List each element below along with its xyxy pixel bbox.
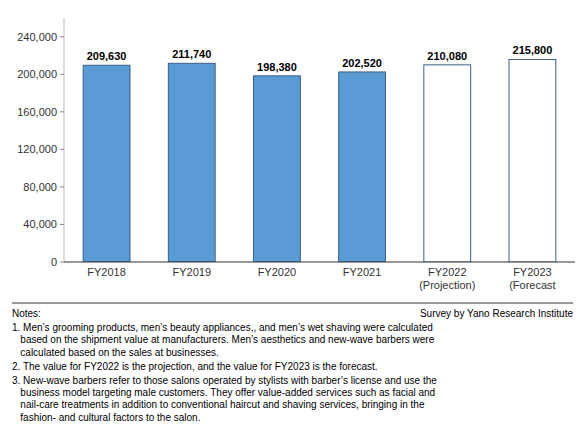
bar — [253, 76, 300, 262]
bar — [509, 59, 556, 262]
y-tick-label: 0 — [51, 256, 57, 268]
y-tick — [60, 262, 64, 263]
separator — [12, 303, 573, 304]
annotation: 3. New-wave barbers refer to those salon… — [12, 375, 437, 423]
x-tick-label-line: FY2021 — [343, 266, 382, 278]
bar — [168, 63, 215, 262]
data-label: 198,380 — [257, 61, 297, 73]
annotation-line: based on the shipment value at manufactu… — [12, 334, 435, 345]
y-tick — [60, 36, 64, 37]
x-tick-label: FY2020 — [258, 266, 297, 278]
x-tick-label: FY2019 — [172, 266, 211, 278]
bar — [83, 65, 130, 262]
x-tick-label-line: FY2020 — [258, 266, 297, 278]
x-tick-label-line: FY2022 — [428, 266, 467, 278]
x-tick-label-line: FY2019 — [172, 266, 211, 278]
x-tick-label: FY2023(Forecast — [509, 266, 555, 291]
x-tick-label-line: (Projection) — [419, 279, 475, 291]
x-tick-label: FY2021 — [343, 266, 382, 278]
x-tick-label-line: FY2023 — [513, 266, 552, 278]
data-label: 202,520 — [342, 57, 382, 69]
annotation-line: calculated based on the sales at busines… — [12, 347, 219, 358]
y-tick-label: 120,000 — [17, 143, 57, 155]
y-tick-label: 160,000 — [17, 106, 57, 118]
data-label: 209,630 — [87, 50, 127, 62]
data-label: 210,080 — [427, 50, 467, 62]
chart: 0 40,000 80,000 120,000 160,000 200,000 240,00… — [0, 0, 585, 447]
annotation-line: Notes: — [12, 308, 41, 319]
annotation-line: 1. Men’s grooming products, men’s beauty… — [12, 322, 433, 333]
x-tick-label: FY2022(Projection) — [419, 266, 475, 291]
bars — [83, 59, 556, 262]
data-label: 215,800 — [513, 44, 553, 56]
bar — [339, 72, 386, 262]
y-axis-line — [64, 18, 65, 262]
y-tick — [60, 111, 64, 112]
y-tick-label: 200,000 — [17, 68, 57, 80]
data-label: 211,740 — [172, 48, 211, 60]
annotation: Survey by Yano Research Institute — [420, 308, 573, 319]
y-tick — [60, 74, 64, 75]
y-tick-label: 40,000 — [23, 218, 57, 230]
annotation: 2. The value for FY2022 is the projectio… — [12, 361, 378, 372]
y-tick — [60, 149, 64, 150]
y-tick-label: 240,000 — [17, 31, 57, 43]
annotation-line: Survey by Yano Research Institute — [420, 308, 573, 319]
annotation-line: fashion- and cultural factors to the sal… — [12, 412, 200, 423]
y-tick-label: 80,000 — [23, 181, 57, 193]
annotation-line: 3. New-wave barbers refer to those salon… — [12, 375, 437, 386]
annotation-line: business model targeting male customers.… — [12, 387, 435, 398]
annotation-line: nail-care treatments in addition to conv… — [12, 399, 425, 410]
annotation: 1. Men’s grooming products, men’s beauty… — [12, 322, 435, 357]
y-tick — [60, 224, 64, 225]
annotation: Notes: — [12, 308, 41, 319]
bar — [424, 65, 471, 262]
x-axis-line — [64, 262, 575, 263]
x-tick-label: FY2018 — [87, 266, 126, 278]
annotation-line: 2. The value for FY2022 is the projectio… — [12, 361, 378, 372]
x-tick-label-line: (Forecast — [509, 279, 555, 291]
x-tick-label-line: FY2018 — [87, 266, 126, 278]
y-tick — [60, 186, 64, 187]
